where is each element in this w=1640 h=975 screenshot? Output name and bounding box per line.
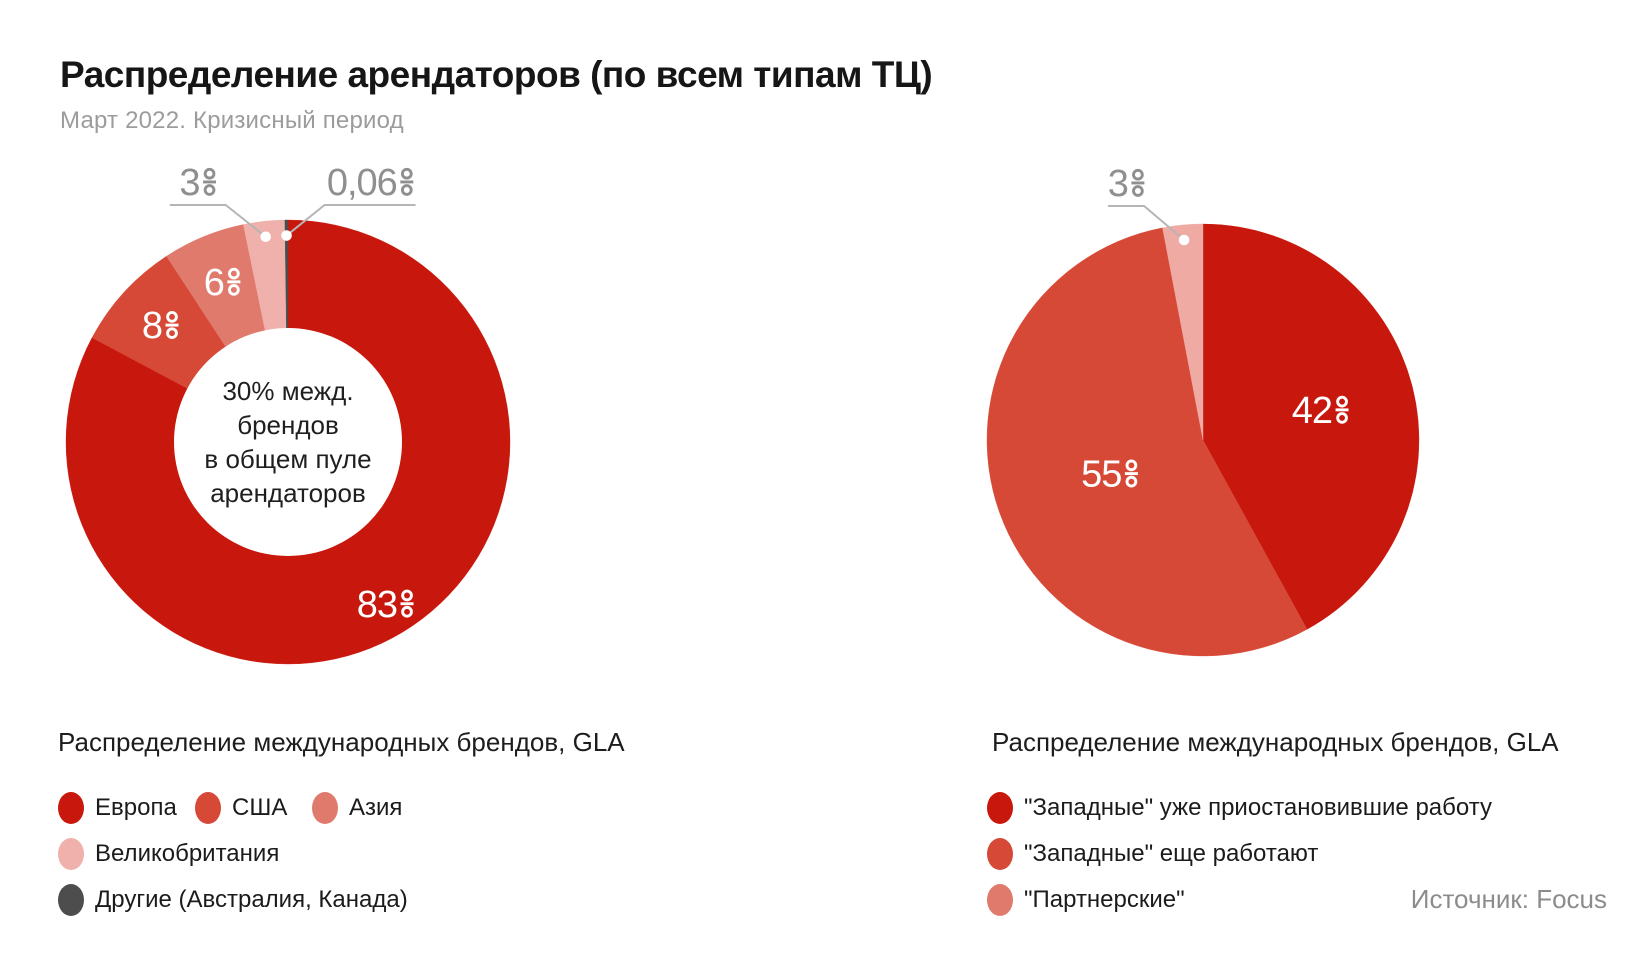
slice-value-label-0-1: 8 — [142, 305, 162, 347]
percent-icon-0-1 — [165, 323, 179, 327]
donut-center-label: 30% межд. брендов в общем пуле арендатор… — [168, 374, 408, 510]
donut-center-line: в общем пуле — [204, 444, 372, 474]
slice-value-label-1-1: 55 — [1081, 454, 1121, 496]
legend-item-western-working: "Западные" еще работают — [987, 838, 1318, 870]
percent-icon-0-0 — [401, 589, 413, 602]
percent-icon-0-3 — [203, 184, 216, 196]
legend-swatch-partner — [987, 884, 1013, 916]
slice-value-label-1-0: 42 — [1292, 390, 1332, 432]
legend-right: "Западные" уже приостановившие работу "З… — [987, 792, 1492, 916]
right-chart-caption: Распределение международных брендов, GLA — [992, 727, 1559, 757]
legend-swatch-europe — [58, 792, 84, 824]
pie-slice-1-1 — [986, 227, 1308, 657]
percent-icon-0-3 — [203, 167, 216, 180]
percent-icon-0-4 — [400, 180, 414, 184]
percent-icon-0-4 — [400, 184, 413, 196]
legend-label: Другие (Австралия, Канада) — [95, 886, 408, 913]
legend-item-asia: Азия — [312, 792, 402, 824]
donut-chart-international-brands: 83 86 3 0,06 — [65, 162, 511, 665]
pie-slice-1-0 — [1202, 223, 1420, 630]
pie-slice-1-2 — [1162, 223, 1204, 441]
slice-value-label-0-4: 0,06 — [327, 162, 397, 204]
legend-row: "Партнерские" — [987, 884, 1492, 916]
legend-left: Европа США Азия Великобритания Другие (А… — [58, 792, 408, 916]
callout-line-0-4 — [285, 204, 416, 237]
slice-value-label-1-2: 3 — [1108, 163, 1128, 205]
legend-row: "Западные" еще работают — [987, 838, 1492, 870]
left-chart-caption: Распределение международных брендов, GLA — [58, 727, 625, 757]
callout-line-0-3 — [169, 204, 267, 238]
donut-center-line: арендаторов — [210, 478, 366, 508]
legend-row: "Западные" уже приостановившие работу — [987, 792, 1492, 824]
percent-icon-0-4 — [400, 167, 413, 180]
callout-dot-1-2 — [1178, 234, 1190, 246]
legend-swatch-usa — [195, 792, 221, 824]
callout-dot-0-4 — [281, 230, 292, 241]
legend-label: Европа — [95, 794, 177, 821]
legend-label: "Партнерские" — [1024, 886, 1185, 913]
legend-row: Другие (Австралия, Канада) — [58, 884, 408, 916]
donut-hole — [174, 328, 402, 556]
legend-swatch-others — [58, 884, 84, 916]
legend-item-uk: Великобритания — [58, 838, 279, 870]
legend-swatch-uk — [58, 838, 84, 870]
legend-swatch-asia — [312, 792, 338, 824]
page-title: Распределение арендаторов (по всем типам… — [60, 54, 933, 95]
slice-value-label-0-2: 6 — [204, 262, 224, 304]
percent-icon-1-2 — [1132, 185, 1144, 197]
pie-slice-0-4 — [284, 219, 289, 443]
callout-dot-0-3 — [260, 231, 272, 243]
percent-icon-1-1 — [1125, 459, 1138, 472]
legend-swatch-western-suspended — [987, 792, 1013, 824]
percent-icon-1-0 — [1335, 408, 1349, 412]
percent-icon-0-2 — [228, 267, 240, 280]
slice-value-label-0-0: 83 — [357, 584, 397, 626]
percent-icon-1-2 — [1132, 168, 1144, 181]
legend-item-others: Другие (Австралия, Канада) — [58, 884, 408, 916]
percent-icon-1-1 — [1125, 475, 1138, 488]
pie-chart-western-brands: 42 55 3 — [986, 163, 1420, 657]
legend-row: Великобритания — [58, 838, 408, 870]
legend-label: США — [232, 794, 288, 821]
percent-icon-0-0 — [401, 605, 413, 618]
legend-item-usa: США — [195, 792, 312, 824]
percent-icon-0-1 — [166, 327, 178, 340]
source-credit: Источник: Focus — [1410, 884, 1607, 914]
percent-icon-0-0 — [400, 602, 414, 606]
legend-label: Великобритания — [95, 840, 280, 867]
legend-item-partner: "Партнерские" — [987, 884, 1185, 916]
legend-item-western-suspended: "Западные" уже приостановившие работу — [987, 792, 1492, 824]
percent-icon-0-2 — [227, 280, 241, 284]
callout-line-1-2 — [1108, 205, 1185, 241]
legend-swatch-western-working — [987, 838, 1013, 870]
legend-label: Азия — [349, 794, 403, 821]
percent-icon-0-3 — [203, 180, 217, 184]
donut-center-line: 30% межд. — [222, 376, 354, 406]
page-subtitle: Март 2022. Кризисный период — [60, 107, 404, 134]
legend-label: "Западные" еще работают — [1024, 840, 1319, 867]
percent-icon-0-1 — [166, 311, 178, 323]
percent-icon-0-2 — [228, 284, 240, 296]
legend-label: "Западные" уже приостановившие работу — [1024, 794, 1492, 821]
percent-icon-1-0 — [1336, 395, 1348, 408]
percent-icon-1-2 — [1131, 181, 1145, 185]
legend-row: Европа США Азия — [58, 792, 408, 824]
percent-icon-1-1 — [1124, 472, 1138, 476]
donut-center-line: брендов — [237, 410, 339, 440]
legend-item-europe: Европа — [58, 792, 195, 824]
percent-icon-1-0 — [1336, 412, 1348, 424]
slice-value-label-0-3: 3 — [179, 162, 199, 204]
